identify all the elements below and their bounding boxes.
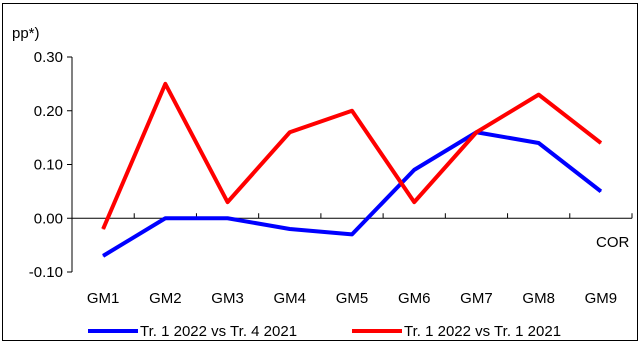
data-point bbox=[538, 94, 540, 96]
x-tick-label: GM7 bbox=[460, 290, 493, 307]
y-tick-label: 0.10 bbox=[34, 157, 63, 174]
data-point bbox=[413, 201, 415, 203]
y-tick-label: 0.30 bbox=[34, 49, 63, 66]
series-line-1 bbox=[102, 130, 603, 258]
y-axis-label: pp*) bbox=[12, 25, 40, 42]
x-axis: GM1 GM2 GM3 GM4 GM5 GM6 GM7 GM8 GM9 bbox=[72, 213, 633, 307]
x-tick-label: GM3 bbox=[211, 290, 244, 307]
data-point bbox=[227, 217, 229, 219]
y-axis: -0.10 0.00 0.10 0.20 0.30 bbox=[29, 49, 73, 281]
data-point bbox=[102, 228, 104, 230]
series-line-2 bbox=[101, 81, 603, 230]
x-tick-label: GM8 bbox=[522, 290, 555, 307]
data-point bbox=[600, 190, 602, 192]
series-lines bbox=[101, 81, 603, 258]
data-point bbox=[351, 233, 353, 235]
data-point bbox=[289, 228, 291, 230]
chart-frame bbox=[2, 3, 638, 341]
data-point bbox=[102, 255, 104, 257]
x-tick-label: GM5 bbox=[336, 290, 369, 307]
legend: Tr. 1 2022 vs Tr. 4 2021 Tr. 1 2022 vs Tr… bbox=[88, 323, 561, 340]
data-point bbox=[164, 217, 166, 219]
y-tick-label: -0.10 bbox=[29, 264, 63, 281]
x-tick-label: GM9 bbox=[585, 290, 618, 307]
data-point bbox=[538, 142, 540, 144]
data-point bbox=[600, 142, 602, 144]
y-tick-label: 0.20 bbox=[34, 103, 63, 120]
x-tick-label: GM1 bbox=[87, 290, 120, 307]
x-tick-label: GM6 bbox=[398, 290, 431, 307]
y-tick-label: 0.00 bbox=[34, 210, 63, 227]
x-axis-label: COR bbox=[596, 234, 630, 251]
data-point bbox=[413, 169, 415, 171]
legend-label: Tr. 1 2022 vs Tr. 4 2021 bbox=[140, 323, 297, 340]
x-tick-label: GM4 bbox=[274, 290, 307, 307]
data-point bbox=[475, 131, 477, 133]
data-point bbox=[227, 201, 229, 203]
data-point bbox=[289, 131, 291, 133]
data-point bbox=[164, 83, 166, 85]
legend-label: Tr. 1 2022 vs Tr. 1 2021 bbox=[404, 323, 561, 340]
data-point bbox=[351, 110, 353, 112]
x-tick-label: GM2 bbox=[149, 290, 182, 307]
